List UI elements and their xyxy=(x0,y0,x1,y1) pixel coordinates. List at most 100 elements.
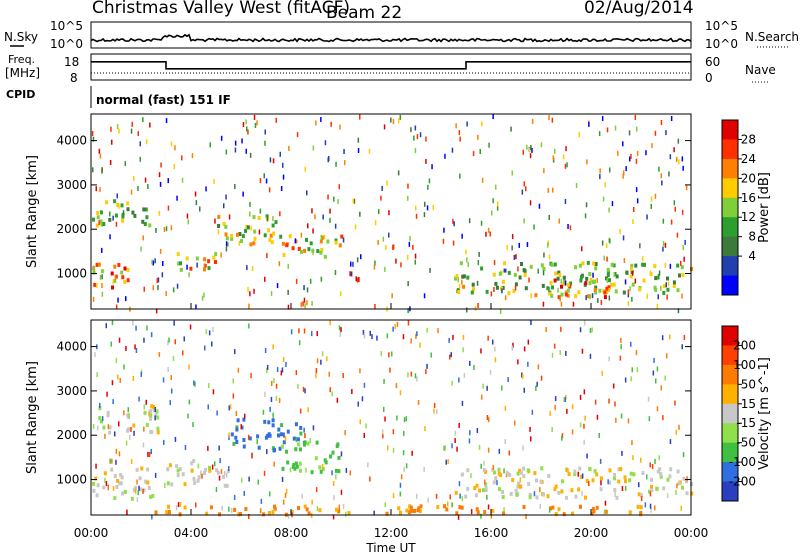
velocity-scatter-cell xyxy=(654,505,656,511)
velocity-scatter-cell xyxy=(142,488,144,494)
velocity-scatter-cell xyxy=(392,326,394,332)
power-colorbar-band xyxy=(722,217,738,238)
power-scatter-cell xyxy=(657,294,659,300)
power-scatter-cell xyxy=(101,168,103,174)
velocity-echo-cell xyxy=(183,482,187,487)
power-scatter-cell xyxy=(130,128,133,134)
power-scatter-cell xyxy=(554,148,556,154)
power-echo-cell xyxy=(586,260,590,265)
power-echo-cell xyxy=(672,284,676,288)
velocity-scatter-cell xyxy=(399,390,402,396)
velocity-scatter-cell xyxy=(127,407,129,413)
power-echo-cell xyxy=(133,213,137,218)
power-echo-cell xyxy=(514,282,518,287)
velocity-scatter-cell xyxy=(522,373,524,379)
velocity-ytick-label: 4000 xyxy=(56,340,87,354)
velocity-echo-cell xyxy=(176,468,180,473)
velocity-scatter-cell xyxy=(250,373,252,379)
power-scatter-cell xyxy=(515,254,517,260)
velocity-scatter-cell xyxy=(656,366,659,372)
velocity-echo-cell xyxy=(617,479,621,484)
power-scatter-cell xyxy=(373,264,376,270)
power-echo-cell xyxy=(662,284,666,289)
velocity-scatter-cell xyxy=(138,396,140,402)
velocity-scatter-cell xyxy=(508,450,510,456)
velocity-scatter-cell xyxy=(447,459,449,465)
power-scatter-cell xyxy=(250,225,252,231)
velocity-colorbar-band xyxy=(722,403,738,424)
power-scatter-cell xyxy=(492,198,494,204)
velocity-scatter-cell xyxy=(234,349,236,355)
power-scatter-cell xyxy=(234,147,237,153)
velocity-scatter-cell xyxy=(586,453,588,459)
power-echo-cell xyxy=(492,272,496,277)
velocity-scatter-cell xyxy=(316,358,319,364)
power-scatter-cell xyxy=(683,256,685,262)
velocity-echo-cell xyxy=(297,506,300,510)
power-scatter-cell xyxy=(490,291,493,297)
velocity-scatter-cell xyxy=(154,407,156,412)
velocity-echo-cell xyxy=(579,504,582,509)
power-colorbar-frame xyxy=(721,119,739,296)
power-scatter-cell xyxy=(654,130,657,136)
velocity-colorbar-label: 15 xyxy=(741,397,756,411)
velocity-scatter-cell xyxy=(469,360,471,366)
power-scatter-cell xyxy=(451,147,454,153)
velocity-colorbar-band xyxy=(722,481,738,502)
power-echo-cell xyxy=(594,266,598,271)
velocity-scatter-cell xyxy=(154,415,156,421)
power-scatter-cell xyxy=(378,209,380,215)
power-scatter-cell xyxy=(110,126,112,132)
velocity-scatter-cell xyxy=(583,389,586,395)
velocity-scatter-cell xyxy=(123,364,125,370)
velocity-echo-cell xyxy=(632,472,636,477)
velocity-scatter-cell xyxy=(389,367,391,373)
velocity-scatter-cell xyxy=(247,434,250,440)
power-scatter-cell xyxy=(203,263,206,269)
velocity-scatter-cell xyxy=(175,505,178,511)
time-tick-label: 16:00 xyxy=(474,526,509,540)
power-echo-cell xyxy=(454,276,457,281)
velocity-echo-cell xyxy=(419,504,423,509)
power-scatter-cell xyxy=(304,303,306,309)
power-echo-cell xyxy=(244,228,247,233)
velocity-echo-cell xyxy=(551,505,555,510)
power-echo-cell xyxy=(553,262,557,267)
velocity-scatter-cell xyxy=(647,396,650,402)
power-echo-cell xyxy=(268,237,272,242)
velocity-scatter-cell xyxy=(523,387,525,393)
velocity-echo-cell xyxy=(292,436,296,441)
velocity-scatter-cell xyxy=(287,513,290,519)
velocity-echo-cell xyxy=(478,488,482,493)
power-scatter-cell xyxy=(414,253,417,259)
velocity-colorbar-band xyxy=(722,462,738,483)
power-scatter-cell xyxy=(360,254,362,260)
power-scatter-cell xyxy=(530,293,532,299)
power-scatter-cell xyxy=(488,142,490,148)
velocity-echo-cell xyxy=(155,409,159,414)
power-echo-cell xyxy=(316,249,320,253)
power-scatter-cell xyxy=(531,118,534,124)
power-scatter-cell xyxy=(662,246,664,252)
velocity-echo-cell xyxy=(599,487,603,492)
velocity-colorbar-label: 100 xyxy=(733,358,756,372)
velocity-echo-cell xyxy=(574,494,578,499)
velocity-echo-cell xyxy=(681,485,684,490)
velocity-echo-cell xyxy=(168,463,172,468)
velocity-scatter-cell xyxy=(177,502,180,508)
velocity-echo-cell xyxy=(178,512,182,517)
velocity-scatter-cell xyxy=(504,405,507,411)
velocity-echo-cell xyxy=(591,478,595,483)
velocity-echo-cell xyxy=(140,466,144,471)
velocity-echo-cell xyxy=(436,505,440,510)
velocity-echo-cell xyxy=(518,484,522,489)
velocity-scatter-cell xyxy=(507,377,509,383)
velocity-colorbar-band xyxy=(722,384,738,405)
velocity-echo-cell xyxy=(564,495,568,500)
velocity-echo-cell xyxy=(491,508,495,513)
power-scatter-cell xyxy=(154,258,156,264)
velocity-scatter-cell xyxy=(326,356,328,362)
power-scatter-cell xyxy=(523,181,525,187)
velocity-scatter-cell xyxy=(107,485,109,491)
velocity-scatter-cell xyxy=(483,460,485,466)
